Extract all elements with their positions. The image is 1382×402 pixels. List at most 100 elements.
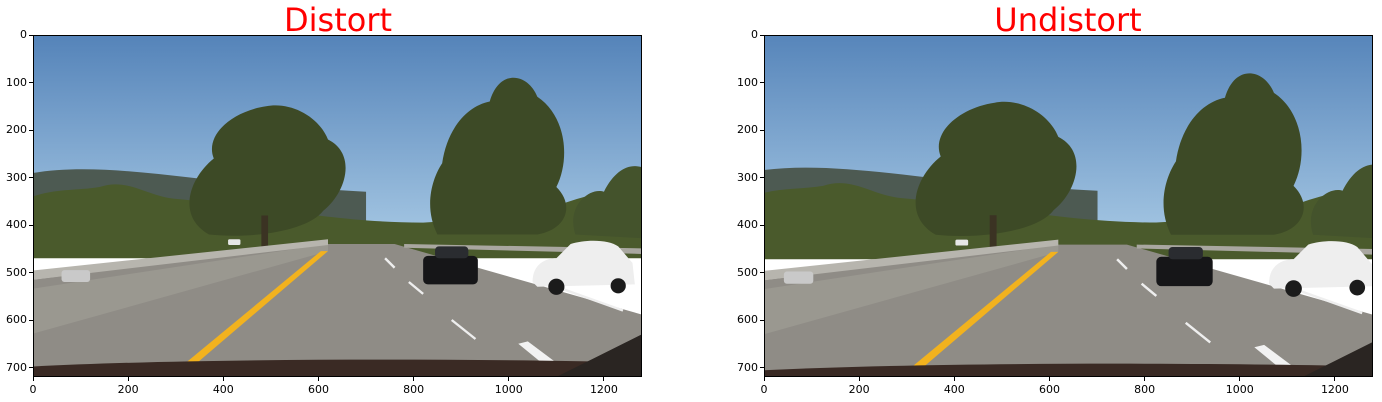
x-tick-label: 400: [212, 383, 234, 396]
y-tick: [760, 224, 764, 226]
road-photo: [764, 35, 1373, 377]
lane-dash: [408, 281, 424, 295]
lane-dash: [1140, 282, 1158, 297]
subplot-title: Undistort: [994, 1, 1142, 39]
lane-dash: [1293, 287, 1363, 315]
image-axes: 0 200 400 600 800 1000 1200 0 100 200 300 400 500 600…: [6, 28, 642, 396]
tree-right: [1163, 73, 1304, 235]
barrier-top: [764, 239, 1059, 281]
x-tick-label: 1200: [589, 383, 618, 396]
white-car: [532, 240, 635, 287]
x-tick: [413, 377, 415, 381]
x-tick-label: 200: [848, 383, 870, 396]
tree-left: [915, 101, 1077, 237]
white-car-wheel: [610, 278, 626, 294]
x-tick-label: 600: [1038, 383, 1060, 396]
y-tick-label: 600: [737, 313, 758, 326]
y-tick-label: 700: [6, 360, 27, 374]
y-tick: [29, 34, 33, 36]
x-tick: [1239, 377, 1241, 381]
black-car: [423, 255, 478, 285]
y-tick: [29, 272, 33, 273]
tree-right: [430, 77, 567, 235]
black-car-roof: [435, 246, 469, 259]
y-tick: [29, 129, 33, 131]
y-tick: [760, 34, 764, 36]
tree-trunk: [989, 215, 997, 255]
far-car: [61, 270, 91, 282]
hood-shadow: [556, 334, 642, 377]
y-tick-label: 300: [737, 170, 758, 184]
y-tick: [760, 272, 764, 273]
x-tick: [1048, 377, 1050, 381]
y-tick-label: 400: [737, 218, 758, 231]
x-tick-label: 0: [29, 383, 37, 396]
black-car: [1156, 256, 1213, 287]
x-tick: [603, 377, 605, 381]
x-tick: [1334, 377, 1336, 381]
y-tick: [760, 367, 764, 368]
lane-marker: [1254, 344, 1294, 370]
y-tick-label: 600: [6, 313, 27, 326]
y-tick: [760, 82, 764, 83]
lane-dash: [1116, 258, 1128, 270]
white-car-wheel: [1349, 279, 1366, 296]
y-tick: [760, 129, 764, 131]
barrier: [764, 244, 1059, 335]
lane-dash: [384, 257, 396, 269]
tree-trunk: [261, 215, 269, 254]
tree-left: [189, 105, 346, 236]
y-tick: [29, 82, 33, 83]
y-tick-label: 100: [6, 75, 27, 89]
x-tick: [32, 377, 34, 381]
barrier: [33, 244, 328, 334]
x-tick: [1144, 377, 1146, 381]
road-photo: [33, 35, 642, 377]
y-tick-label: 500: [737, 265, 758, 279]
tree-far-right: [573, 166, 642, 239]
y-tick: [29, 319, 33, 321]
x-tick-label: 200: [117, 383, 139, 396]
x-tick-label: 1000: [494, 383, 523, 396]
white-car-wheel: [548, 278, 565, 295]
y-tick-label: 500: [6, 265, 27, 279]
x-tick-label: 800: [403, 383, 425, 396]
x-tick-label: 1000: [1225, 383, 1254, 396]
black-car-roof: [1168, 247, 1203, 260]
yellow-lane-line: [168, 251, 328, 377]
y-tick: [29, 177, 33, 178]
x-tick-label: 1200: [1320, 383, 1349, 396]
subplot-title: Distort: [283, 1, 393, 39]
image-axes: 0 200 400 600 800 1000 1200 0 100 200 300 400 500 600…: [737, 28, 1373, 396]
y-tick: [29, 367, 33, 368]
x-tick: [763, 377, 765, 381]
y-tick: [29, 224, 33, 226]
x-tick-label: 800: [1134, 383, 1156, 396]
car-hood: [33, 359, 642, 377]
x-tick-label: 400: [943, 383, 965, 396]
lane-dash: [1184, 321, 1212, 344]
white-car: [1269, 241, 1373, 289]
x-tick: [508, 377, 510, 381]
tree-far-right: [1311, 164, 1373, 239]
lane-marker: [518, 341, 557, 366]
y-tick-label: 300: [6, 170, 27, 184]
y-tick-label: 0: [20, 28, 27, 41]
y-tick-label: 200: [737, 123, 758, 136]
x-tick: [858, 377, 860, 381]
car-hood: [764, 363, 1373, 377]
far-car: [955, 239, 969, 246]
barrier-top: [33, 239, 328, 280]
x-tick-label: 0: [760, 383, 768, 396]
tree-line: [33, 184, 642, 259]
y-tick: [760, 319, 764, 321]
x-tick: [317, 377, 319, 381]
yellow-lane-line: [899, 251, 1059, 377]
white-car-wheel: [1285, 280, 1302, 297]
y-tick-label: 700: [737, 360, 758, 374]
y-tick-label: 100: [737, 75, 758, 89]
y-tick: [760, 177, 764, 178]
far-car: [783, 271, 814, 284]
x-tick-label: 600: [307, 383, 329, 396]
x-tick: [127, 377, 129, 381]
